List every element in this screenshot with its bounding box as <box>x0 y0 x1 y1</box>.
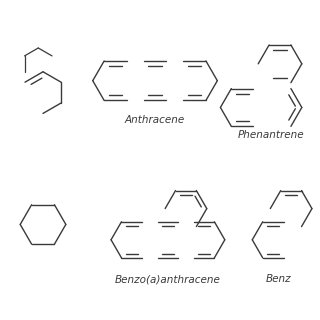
Text: Benz: Benz <box>266 274 292 284</box>
Text: Anthracene: Anthracene <box>125 116 185 125</box>
Text: Benzo(a)anthracene: Benzo(a)anthracene <box>115 274 221 284</box>
Text: Phenantrene: Phenantrene <box>238 130 304 140</box>
